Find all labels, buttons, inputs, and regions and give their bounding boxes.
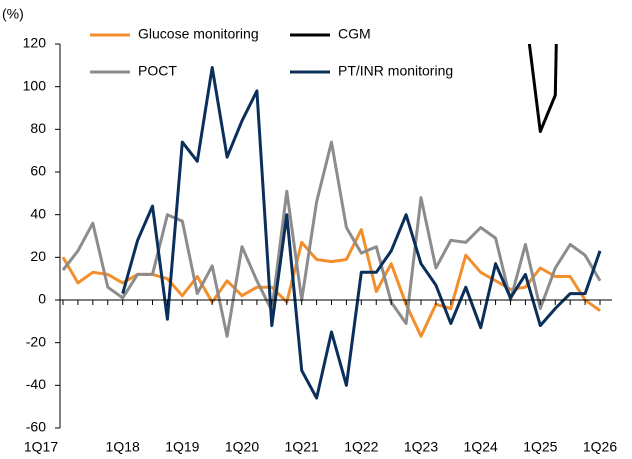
x-tick-label: 1Q23 xyxy=(404,439,438,455)
y-tick-label: 100 xyxy=(23,77,47,93)
y-tick-label: 120 xyxy=(23,35,47,51)
x-tick-label: 1Q25 xyxy=(523,439,557,455)
y-tick-label: -20 xyxy=(26,333,46,349)
x-tick-label: 1Q26 xyxy=(583,439,617,455)
series-line xyxy=(527,44,558,133)
x-tick-label: 1Q21 xyxy=(285,439,319,455)
legend-label: Glucose monitoring xyxy=(138,26,259,42)
y-tick-label: 0 xyxy=(38,291,46,307)
y-tick-label: 60 xyxy=(30,163,46,179)
y-axis-label: (%) xyxy=(2,6,24,22)
x-tick-label: 1Q24 xyxy=(464,439,498,455)
series-line xyxy=(121,66,602,400)
y-tick-label: -60 xyxy=(26,419,46,435)
series-line xyxy=(61,140,602,338)
x-tick-label: 1Q17 xyxy=(24,439,58,455)
legend-label: POCT xyxy=(138,63,177,79)
y-tick-label: 20 xyxy=(30,248,46,264)
legend-label: CGM xyxy=(338,26,371,42)
y-tick-label: 80 xyxy=(30,120,46,136)
x-tick-label: 1Q18 xyxy=(106,439,140,455)
legend-label: PT/INR monitoring xyxy=(338,63,453,79)
x-tick-label: 1Q20 xyxy=(225,439,259,455)
y-tick-label: 40 xyxy=(30,205,46,221)
x-tick-label: 1Q19 xyxy=(165,439,199,455)
x-tick-label: 1Q22 xyxy=(344,439,378,455)
y-tick-label: -40 xyxy=(26,376,46,392)
